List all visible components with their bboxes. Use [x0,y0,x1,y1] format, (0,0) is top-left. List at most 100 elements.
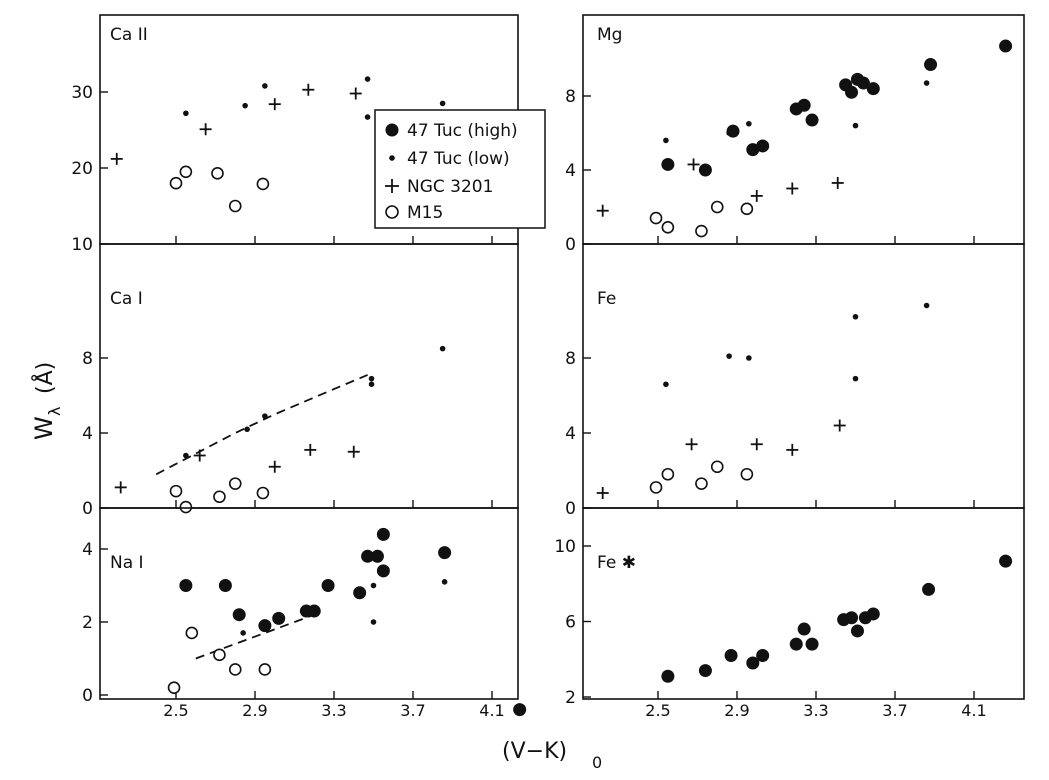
x-tick-label: 3.7 [400,701,425,720]
point-ngc3201 [110,152,123,165]
point-47tuc-low [923,80,930,86]
point-47tuc-high [746,143,760,157]
legend-marker-filled-small [389,155,395,161]
point-47tuc-high [805,637,819,651]
point-47tuc-high [376,527,390,541]
point-47tuc-high [513,703,527,717]
point-ngc3201 [347,445,360,458]
panel-frame [99,243,519,509]
point-m15 [695,477,708,490]
legend-marker-open [385,205,399,219]
y-axis-label-unit: (Å) [31,362,58,394]
point-m15 [258,663,272,676]
panel-title: Ca I [110,289,143,309]
point-m15 [710,200,724,214]
x-axis-label: (V−K) [502,739,567,764]
point-47tuc-low [852,375,859,382]
point-ngc3201 [193,449,206,462]
point-47tuc-low [183,452,189,459]
point-47tuc-high [698,163,712,177]
point-47tuc-high [353,586,367,600]
y-tick-label: 4 [82,540,93,560]
point-47tuc-high [724,648,738,662]
point-47tuc-low [368,381,375,388]
point-47tuc-low [262,413,268,419]
point-47tuc-high [999,554,1013,568]
point-ngc3201 [786,182,799,195]
panel-2: 0 4 8 Ca I [82,243,519,519]
point-m15 [167,681,181,695]
point-m15 [228,663,242,676]
panel-frame [582,14,1025,245]
point-47tuc-high [856,76,870,90]
point-m15 [740,467,754,481]
point-47tuc-high [850,624,864,638]
point-47tuc-low [244,426,250,433]
x-axis-label-subscript: 0 [592,753,602,772]
panel-title: Fe ✱ [597,553,636,573]
point-47tuc-low [183,110,189,117]
y-tick-label: 2 [82,613,93,633]
point-47tuc-high [845,611,859,625]
y-tick-label: 2 [565,688,576,708]
point-47tuc-low [852,313,859,320]
point-m15 [256,486,270,500]
point-47tuc-low [240,630,246,636]
x-tick-label: 3.3 [803,701,828,720]
y-tick-label: 0 [565,499,576,519]
y-tick-label: 0 [82,686,93,706]
point-m15 [228,199,242,213]
panel-title: Mg [597,25,622,45]
x-tick-label: 2.5 [645,701,670,720]
point-47tuc-low [439,100,446,107]
point-m15 [695,224,708,238]
point-47tuc-high [789,637,803,651]
point-ngc3201 [786,443,799,456]
point-m15 [710,460,724,474]
point-47tuc-high [272,611,286,625]
point-47tuc-low [726,353,732,359]
point-47tuc-high [661,669,675,683]
panel-title: Ca II [110,25,148,45]
point-47tuc-high [179,579,193,592]
legend-label: NGC 3201 [407,177,493,197]
point-ngc3201 [596,487,609,499]
point-m15 [228,477,242,490]
point-47tuc-high [805,113,819,127]
point-m15 [649,211,663,225]
point-47tuc-high [376,564,390,578]
y-tick-label: 8 [82,349,93,369]
panel-title: Fe [597,289,616,309]
x-tick-label: 4.1 [479,701,504,720]
y-axis-label: W λ (Å) [30,362,64,440]
point-47tuc-high [661,157,675,171]
dashed-fit-line [155,374,368,476]
point-ngc3201 [349,87,362,100]
y-tick-label: 10 [554,537,576,557]
point-m15 [211,167,224,180]
panel-frame [99,507,519,700]
point-47tuc-high [922,582,936,596]
point-m15 [179,165,193,179]
point-47tuc-high [756,648,770,662]
point-ngc3201 [268,460,281,473]
x-tick-label: 3.7 [882,701,907,720]
point-m15 [179,500,193,514]
point-ngc3201 [750,438,763,451]
point-47tuc-low [370,582,377,589]
point-ngc3201 [114,481,127,494]
point-47tuc-high [218,579,232,592]
y-tick-label: 8 [565,87,576,107]
point-47tuc-low [370,619,377,625]
legend-marker-filled-large [385,123,399,137]
point-ngc3201 [831,176,844,189]
point-47tuc-high [698,664,712,678]
legend-label: 47 Tuc (high) [407,121,518,141]
point-47tuc-low [364,76,371,82]
x-tick-label: 2.5 [163,701,188,720]
point-m15 [256,177,270,191]
panel-4: 0 2 4 Na I [82,507,527,717]
point-m15 [169,484,183,498]
point-m15 [213,490,226,504]
point-47tuc-low [746,355,752,361]
